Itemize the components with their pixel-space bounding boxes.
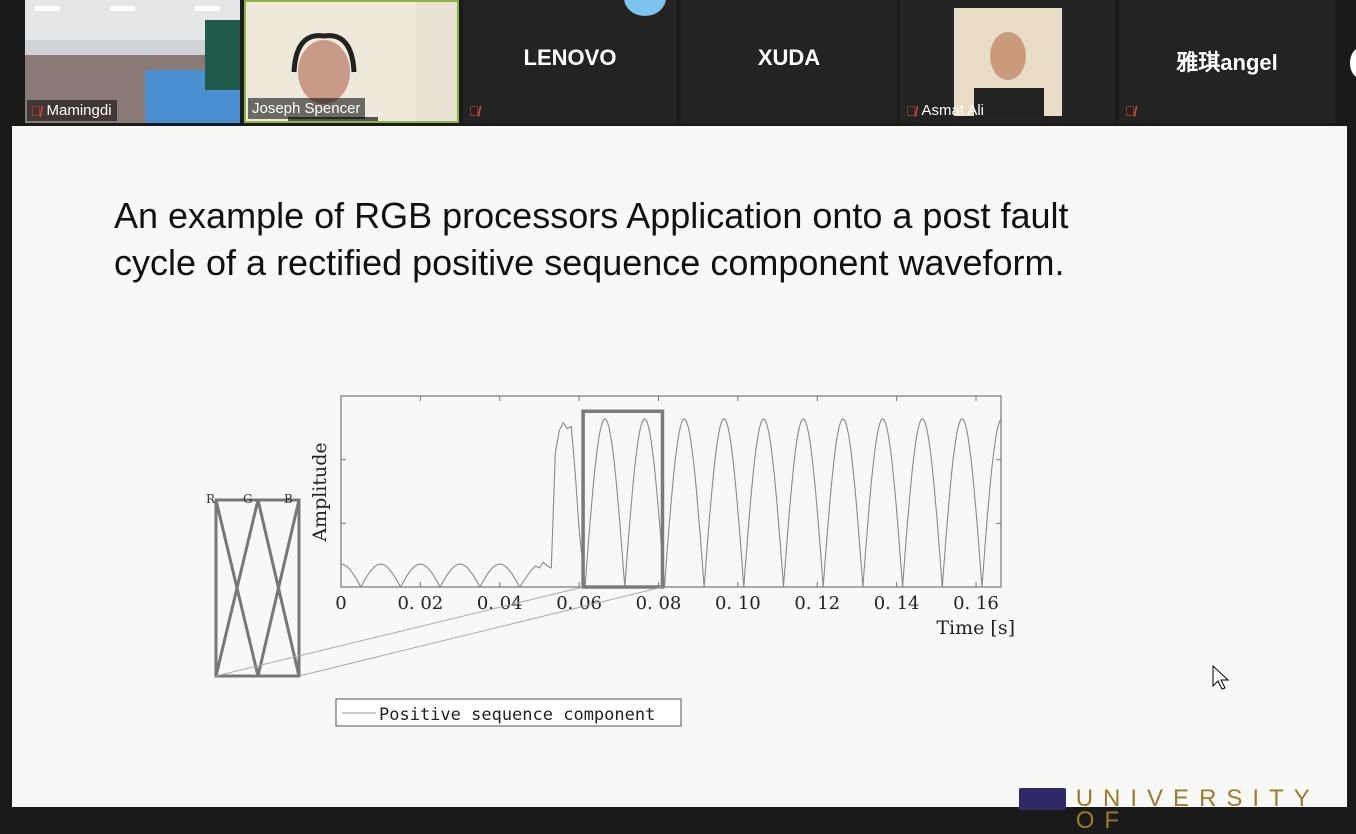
r-label: R	[206, 492, 216, 506]
y-axis-label: Amplitude	[309, 442, 331, 542]
participant-tile-joseph-spencer[interactable]: Joseph Spencer	[244, 0, 459, 123]
asmat-video	[954, 8, 1062, 116]
participant-label: Joseph Spencer	[248, 98, 366, 119]
participant-tile-xuda[interactable]: XUDA	[681, 0, 897, 123]
x-tick-label: 0. 08	[636, 593, 682, 614]
legend-entry: Positive sequence component	[379, 705, 655, 725]
rgb-window: R G B	[206, 492, 663, 678]
x-tick-label: 0. 04	[477, 593, 523, 614]
participant-tile-yaqi-angel[interactable]: 雅琪angel 🎙̸	[1119, 0, 1335, 123]
x-tick-label: 0. 12	[794, 593, 840, 614]
participant-tile-lenovo[interactable]: LENOVO 🎙̸	[463, 0, 677, 123]
waveform-chart: 0 0. 02 0. 04 0. 06 0. 08 0. 10 0. 12 0. 14 0. 1…	[206, 395, 1230, 727]
x-tick-label: 0	[335, 593, 346, 614]
shared-slide: An example of RGB processors Application…	[12, 126, 1347, 833]
x-tick-label: 0. 10	[715, 593, 761, 614]
shield-icon	[1019, 788, 1066, 810]
plot-frame	[340, 395, 1002, 588]
participant-tile-asmat-ali[interactable]: 🎙̸ Asmat Ali	[900, 0, 1115, 123]
x-tick-label: 0. 06	[556, 593, 602, 614]
slide-title: An example of RGB processors Application…	[114, 195, 1069, 283]
participant-label: 🎙̸ Mamingdi	[27, 100, 117, 121]
series-line-positive-sequence	[340, 418, 1001, 589]
mouse-cursor-icon	[1212, 664, 1230, 690]
classroom-video	[25, 0, 240, 123]
connector-line-right	[298, 586, 663, 677]
participant-label: 🎙̸ Asmat Ali	[906, 102, 985, 119]
legend: Positive sequence component	[335, 698, 682, 727]
muted-mic-icon: 🎙̸	[1125, 103, 1136, 119]
x-axis-label: Time [s]	[936, 617, 1015, 639]
g-line-left	[214, 499, 260, 677]
g-label: G	[243, 492, 253, 506]
muted-mic-icon: 🎙̸	[31, 102, 42, 119]
muted-mic-icon: 🎙̸	[469, 103, 480, 119]
b-label: B	[284, 492, 293, 506]
muted-mic-icon: 🎙̸	[906, 102, 917, 119]
participant-tile-mamingdi[interactable]: 🎙̸ Mamingdi	[25, 0, 240, 123]
legend-box	[335, 698, 682, 727]
x-tick-label: 0. 02	[397, 593, 443, 614]
highlight-window	[581, 409, 665, 589]
x-tick-label: 0. 14	[874, 593, 920, 614]
next-page-button[interactable]	[1350, 48, 1356, 78]
rgb-frame	[214, 498, 301, 678]
x-tick-label: 0. 16	[953, 593, 999, 614]
avatar	[624, 0, 666, 16]
b-line	[256, 499, 301, 677]
connector-line-left	[215, 586, 584, 677]
